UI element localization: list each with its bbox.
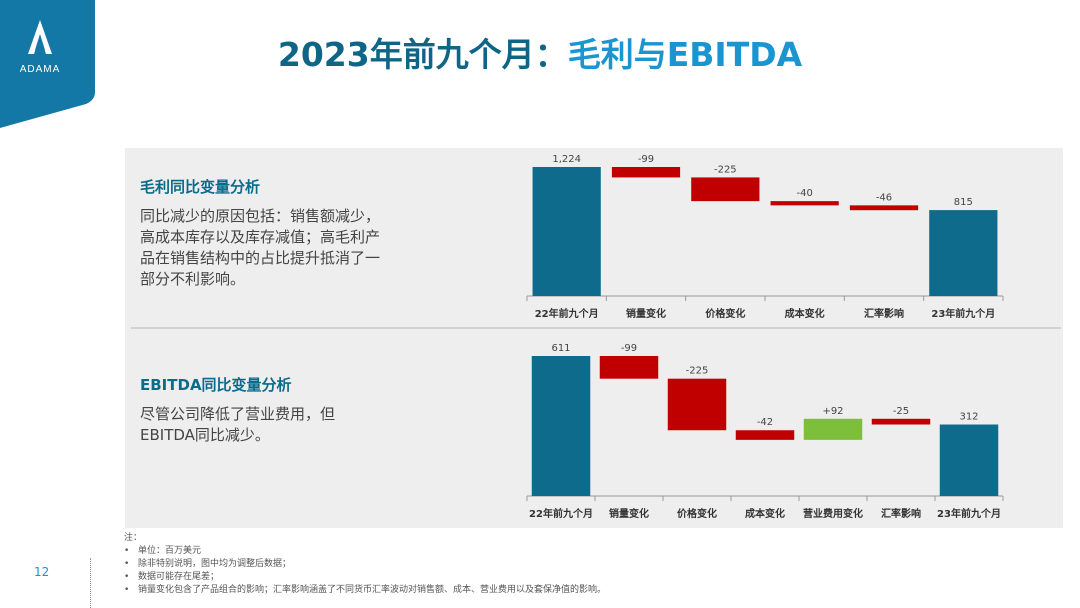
waterfall-bar [803, 418, 863, 440]
category-label: 汇率影响 [881, 507, 921, 520]
body-line: 同比减少的原因包括：销售额减少， [140, 207, 381, 225]
category-label: 价格变化 [705, 307, 745, 320]
body-line: 部分不利影响。 [140, 270, 246, 288]
category-label: 价格变化 [677, 507, 717, 520]
waterfall-bar [531, 356, 591, 496]
waterfall-bar [871, 418, 931, 425]
data-label: -99 [638, 154, 654, 165]
waterfall-bar [735, 430, 795, 440]
body-line: 品在销售结构中的占比提升抵消了一 [140, 249, 381, 267]
data-label: 312 [959, 412, 978, 423]
waterfall-bar [939, 424, 999, 496]
note-text: 单位：百万美元 [138, 546, 202, 556]
ebitda-section-title: EBITDA同比变量分析 [140, 376, 292, 394]
note-text: 除非特别说明，图中均为调整后数据； [138, 559, 292, 569]
adama-logo-icon [28, 20, 52, 54]
category-label: 23年前九个月 [937, 507, 1001, 520]
note-text: 数据可能存在尾差； [138, 572, 220, 582]
waterfall-bar [691, 177, 760, 202]
note-item: • 除非特别说明，图中均为调整后数据； [124, 559, 292, 569]
body-line: 尽管公司降低了营业费用，但 [140, 405, 336, 423]
notes-heading: 注： [124, 533, 143, 543]
title-part-1: 2023年前九个月： [277, 35, 568, 74]
data-label: +92 [822, 406, 843, 417]
gross-profit-section-body: 同比减少的原因包括：销售额减少， 高成本库存以及库存减值；高毛利产 品在销售结构… [140, 206, 380, 290]
note-text: 销量变化包含了产品组合的影响；汇率影响涵盖了不同货币汇率波动对销售额、成本、营业… [138, 585, 607, 595]
category-label: 销量变化 [626, 307, 666, 320]
footnotes: 注： • 单位：百万美元 • 除非特别说明，图中均为调整后数据； • 数据可能存在尾差… [124, 532, 606, 597]
data-label: 1,224 [552, 154, 581, 165]
waterfall-bar [929, 210, 998, 296]
data-label: -42 [757, 417, 773, 428]
page-title: 2023年前九个月：毛利与EBITDA [0, 28, 1080, 76]
category-label: 营业费用变化 [803, 507, 863, 520]
category-label: 22年前九个月 [529, 507, 593, 520]
waterfall-bar [770, 201, 839, 206]
data-label: -99 [621, 343, 637, 354]
data-label: -40 [796, 188, 812, 199]
waterfall-bar [532, 167, 601, 296]
data-label: -225 [714, 164, 737, 175]
note-item: • 数据可能存在尾差； [124, 572, 220, 582]
logo-text: ADAMA [19, 64, 61, 75]
waterfall-bar [611, 167, 681, 178]
waterfall-bar [667, 378, 727, 431]
data-label: -225 [686, 366, 709, 377]
gross-profit-section-title: 毛利同比变量分析 [140, 178, 261, 196]
data-label: 611 [551, 343, 570, 354]
footer-divider [90, 558, 91, 608]
section-divider [131, 327, 1061, 329]
category-label: 23年前九个月 [931, 307, 995, 320]
data-label: -25 [893, 406, 909, 417]
title-part-2: 毛利与EBITDA [567, 35, 803, 74]
category-label: 成本变化 [745, 507, 785, 520]
note-item: • 单位：百万美元 [124, 546, 202, 556]
note-item: • 销量变化包含了产品组合的影响；汇率影响涵盖了不同货币汇率波动对销售额、成本、营… [124, 585, 607, 595]
body-line: EBITDA同比减少。 [140, 426, 270, 444]
category-label: 成本变化 [785, 307, 825, 320]
category-label: 22年前九个月 [535, 307, 599, 320]
waterfall-bar [849, 205, 919, 211]
category-label: 销量变化 [609, 507, 649, 520]
page-number: 12 [34, 565, 50, 579]
logo-background [0, 0, 95, 128]
category-label: 汇率影响 [864, 307, 904, 320]
ebitda-section-body: 尽管公司降低了营业费用，但 EBITDA同比减少。 [140, 404, 335, 446]
data-label: -46 [876, 192, 892, 203]
body-line: 高成本库存以及库存减值；高毛利产 [140, 228, 381, 246]
data-label: 815 [954, 197, 973, 208]
waterfall-bar [599, 356, 659, 379]
